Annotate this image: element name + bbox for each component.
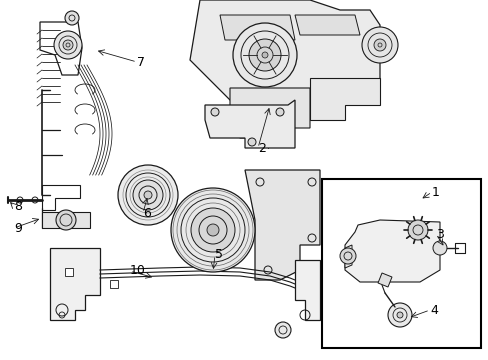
Polygon shape [229, 88, 309, 138]
Text: 8: 8 [14, 199, 22, 212]
Circle shape [396, 312, 402, 318]
Circle shape [191, 208, 235, 252]
Text: 5: 5 [215, 248, 223, 261]
Polygon shape [50, 248, 100, 320]
Circle shape [339, 248, 355, 264]
Circle shape [210, 108, 219, 116]
Circle shape [361, 27, 397, 63]
Circle shape [262, 52, 267, 58]
Polygon shape [42, 212, 90, 228]
Bar [65, 268, 73, 276]
Polygon shape [377, 273, 391, 287]
Circle shape [206, 224, 219, 236]
Polygon shape [294, 260, 319, 320]
Bar [110, 280, 118, 288]
Circle shape [171, 188, 254, 272]
Circle shape [54, 31, 82, 59]
Circle shape [274, 322, 290, 338]
Text: 9: 9 [14, 221, 22, 234]
Circle shape [143, 191, 152, 199]
Circle shape [407, 220, 427, 240]
Circle shape [247, 138, 256, 146]
Text: 4: 4 [429, 303, 437, 316]
Text: 2: 2 [258, 141, 265, 154]
Text: 6: 6 [142, 207, 151, 220]
Polygon shape [309, 78, 379, 120]
Text: 3: 3 [435, 228, 443, 240]
Circle shape [133, 180, 163, 210]
Circle shape [275, 108, 284, 116]
Circle shape [432, 241, 446, 255]
Text: 1: 1 [431, 185, 439, 198]
Circle shape [387, 303, 411, 327]
Circle shape [248, 39, 281, 71]
Polygon shape [190, 0, 379, 100]
Bar [321, 179, 480, 348]
Circle shape [232, 23, 296, 87]
Polygon shape [204, 100, 294, 148]
Polygon shape [345, 220, 439, 282]
Polygon shape [244, 170, 319, 280]
Circle shape [63, 40, 73, 50]
Polygon shape [220, 15, 294, 40]
Circle shape [56, 210, 76, 230]
Text: 10: 10 [130, 265, 145, 278]
Text: 7: 7 [137, 55, 145, 68]
Circle shape [118, 165, 178, 225]
Circle shape [373, 39, 385, 51]
Circle shape [65, 11, 79, 25]
Polygon shape [345, 245, 351, 268]
Polygon shape [294, 15, 359, 35]
